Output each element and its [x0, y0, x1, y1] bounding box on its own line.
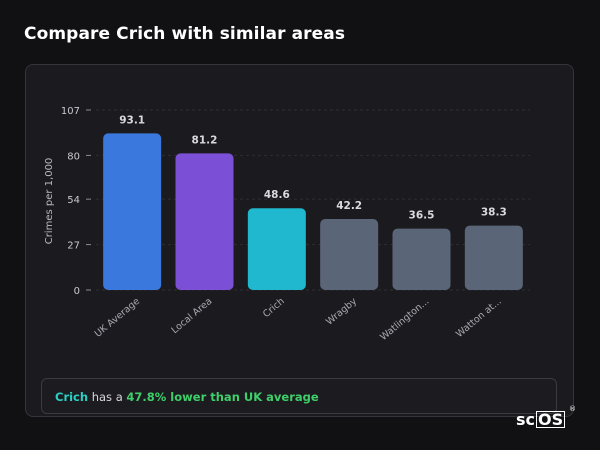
- bar[interactable]: [247, 208, 306, 290]
- value-label: 93.1: [119, 114, 145, 126]
- bar[interactable]: [464, 225, 523, 290]
- value-label: 48.6: [264, 189, 290, 201]
- value-labels: 93.1 81.2 48.6 42.2 36.5 38.3: [119, 114, 507, 221]
- summary-banner: Crich has a 47.8% lower than UK average: [41, 378, 557, 414]
- y-tick-label: 107: [61, 106, 80, 117]
- y-axis: 0 27 54 80 107: [61, 106, 91, 297]
- brand-mark: OS: [536, 410, 566, 429]
- grid-lines: [96, 109, 530, 291]
- value-label: 42.2: [336, 200, 362, 212]
- page-title: Compare Crich with similar areas: [24, 24, 346, 44]
- bar[interactable]: [175, 153, 234, 290]
- summary-area: Crich: [55, 390, 89, 404]
- value-label: 81.2: [192, 134, 218, 146]
- y-tick-label: 0: [74, 286, 80, 297]
- y-tick-label: 54: [67, 195, 80, 206]
- x-tick-label: Crich: [261, 296, 287, 320]
- registered-mark: ®: [569, 405, 576, 413]
- y-tick-label: 80: [67, 151, 80, 162]
- y-tick-label: 27: [67, 241, 80, 252]
- bars: [103, 133, 523, 290]
- bar[interactable]: [392, 228, 451, 290]
- brand-logo: sc OS: [516, 410, 566, 429]
- x-tick-label: Wragby: [324, 296, 359, 328]
- bar[interactable]: [103, 133, 162, 290]
- bar[interactable]: [320, 219, 379, 290]
- x-tick-label: Watlington...: [378, 296, 431, 343]
- y-axis-label: Crimes per 1,000: [44, 158, 55, 245]
- value-label: 38.3: [481, 207, 507, 219]
- brand-text: sc: [516, 410, 536, 429]
- summary-stat: 47.8% lower than UK average: [126, 390, 319, 404]
- summary-text: has a: [88, 390, 127, 404]
- x-tick-label: Watton at...: [454, 296, 504, 340]
- x-tick-label: UK Average: [93, 296, 142, 340]
- x-axis: UK Average Local Area Crich Wragby Watlingto…: [93, 296, 504, 343]
- x-tick-label: Local Area: [169, 296, 214, 336]
- value-label: 36.5: [409, 210, 435, 222]
